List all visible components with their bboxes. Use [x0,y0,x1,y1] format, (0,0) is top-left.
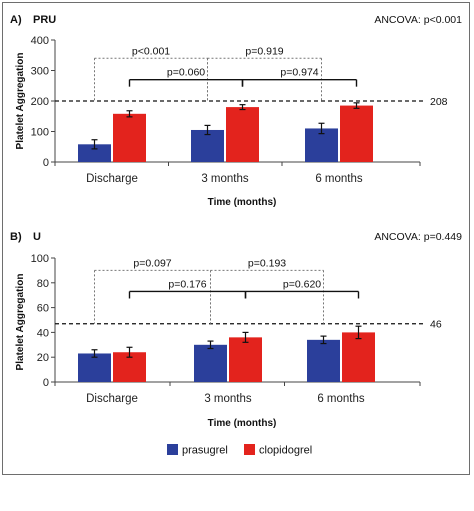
legend-label-prasugrel: prasugrel [182,445,228,457]
panel-b-pvalue-label: p=0.620 [283,278,321,290]
panel-a-ancova: ANCOVA: p<0.001 [374,14,462,26]
panel-a-category-label: Discharge [86,173,138,185]
panel-a-bar-prasugrel [78,144,111,162]
panel-b-category-label: 3 months [204,393,252,405]
panel-b-title: U [33,231,41,243]
panel-b-ancova: ANCOVA: p=0.449 [374,231,462,243]
legend-swatch-prasugrel [167,444,178,455]
panel-b-reference-label: 46 [430,319,442,331]
panel-a-ytick-label: 400 [31,35,49,47]
panel-a-label: A) [10,14,22,26]
panel-b-ytick-label: 100 [31,253,49,265]
panel-a-ytick-label: 300 [31,66,49,78]
panel-a-bar-clopidogrel [340,105,373,162]
panel-b-ytick-label: 40 [37,327,49,339]
panel-a-pvalue-label: p<0.001 [132,45,170,57]
panel-b-xlabel: Time (months) [208,418,277,429]
panel-a-category-label: 6 months [315,173,363,185]
panel-a-category-label: 3 months [201,173,249,185]
panel-b-label: B) [10,231,22,243]
panel-b-ytick-label: 60 [37,303,49,315]
figure-frame [2,2,470,475]
panel-b-pvalue-label: p=0.097 [133,257,171,269]
panel-a-ylabel: Platelet Aggregation [15,53,26,150]
panel-a-ytick-label: 100 [31,127,49,139]
panel-a-bar-prasugrel [191,129,224,162]
legend-label-clopidogrel: clopidogrel [259,445,312,457]
panel-b-pvalue-label: p=0.176 [168,278,206,290]
panel-a-pvalue-label: p=0.919 [245,45,283,57]
panel-b-bar-clopidogrel [342,332,375,382]
panel-a-title: PRU [33,14,56,26]
panel-b-pvalue-label: p=0.193 [248,257,286,269]
panel-b-ytick-label: 0 [43,377,49,389]
panel-b-category-label: Discharge [86,393,138,405]
panel-a-xlabel: Time (months) [208,197,277,208]
panel-b-ytick-label: 20 [37,352,49,364]
panel-a-reference-label: 208 [430,96,448,108]
panel-b-bar-clopidogrel [229,337,262,382]
panel-b-category-label: 6 months [317,393,365,405]
panel-b-bar-prasugrel [194,344,227,382]
panel-a-bar-clopidogrel [113,113,146,162]
panel-a-pvalue-label: p=0.060 [167,67,205,79]
panel-b-bar-prasugrel [307,339,340,382]
panel-b-ylabel: Platelet Aggregation [15,274,26,371]
panel-a-bar-clopidogrel [226,107,259,162]
panel-a-ytick-label: 0 [43,157,49,169]
panel-b-bar-prasugrel [78,353,111,382]
panel-a-pvalue-label: p=0.974 [280,67,318,79]
panel-a-ytick-label: 200 [31,96,49,108]
legend-swatch-clopidogrel [244,444,255,455]
panel-b-ytick-label: 80 [37,278,49,290]
